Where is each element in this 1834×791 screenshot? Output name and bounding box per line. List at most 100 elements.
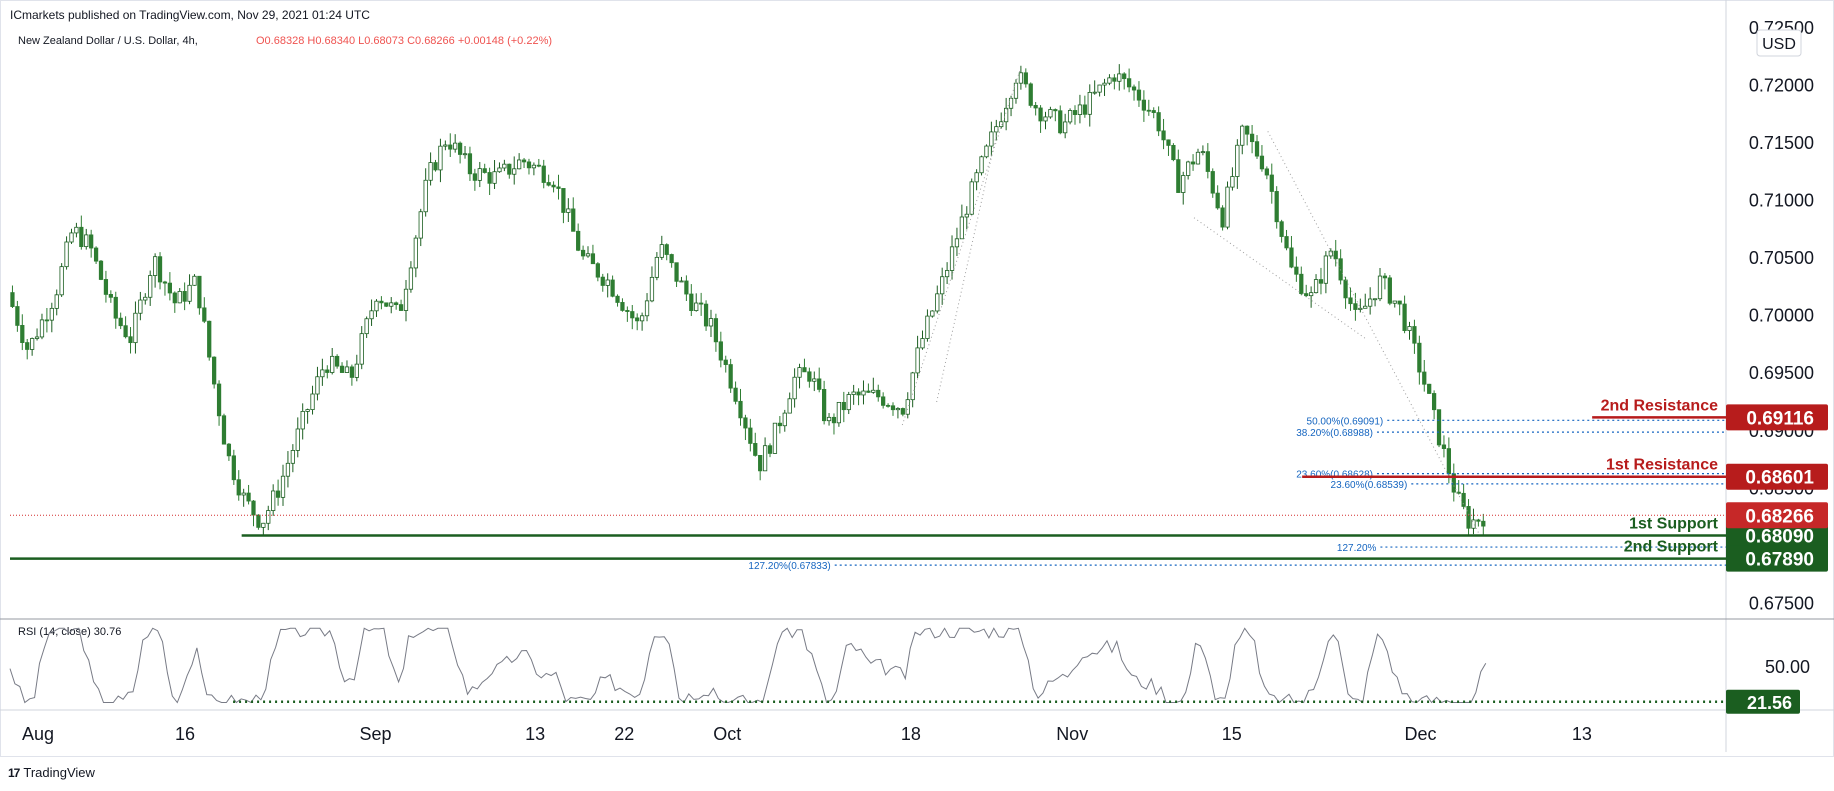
candle-body [93,247,99,262]
candle-body [1102,82,1107,86]
candle-body [364,318,369,335]
candle-body [1377,275,1383,300]
candle-body [1082,104,1087,115]
instrument-label: New Zealand Dollar / U.S. Dollar, 4h, [18,35,198,47]
candle-body [1476,519,1481,522]
candle-body [1363,305,1368,309]
candle-body [256,514,261,528]
candle-body [812,378,817,382]
candle-body [689,293,694,311]
candle-body [703,303,709,327]
candle-body [590,253,596,265]
candle-body [335,355,340,367]
candle-body [108,294,113,298]
candle-body [10,292,15,307]
candle-body [59,266,64,296]
candle-body [462,153,468,156]
candle-body [310,393,315,410]
candle-body [1323,255,1329,284]
candle-body [1304,293,1309,297]
candle-body [841,401,846,411]
candle-body [900,408,905,415]
candle-body [895,408,901,411]
footer-branding: 17 TradingView [8,765,95,780]
candle-body [1151,110,1156,113]
candle-body [507,163,512,175]
candle-body [669,254,674,264]
candle-body [379,300,384,304]
candle-body [1240,125,1245,146]
candle-body [280,475,286,498]
candle-body [148,275,153,298]
candle-body [1053,109,1058,112]
candle-body [1161,130,1166,141]
rsi-level-value: 21.56 [1747,693,1792,713]
candle-body [1008,97,1014,109]
candle-body [394,302,399,306]
currency-box[interactable] [1756,29,1802,57]
candle-body [1436,409,1442,446]
candle-body [649,276,655,302]
candle-body [694,302,699,311]
candle-body [767,445,773,454]
candle-body [1299,273,1304,294]
candle-body [231,455,236,481]
candle-body [1028,83,1033,106]
candle-body [1092,91,1097,94]
candle-body [797,367,802,378]
candle-body [664,244,669,255]
candle-body [984,145,989,158]
candle-body [128,336,133,344]
candle-body [644,300,650,317]
candle-body [1097,84,1102,93]
candle-body [994,126,999,133]
candle-body [954,238,960,248]
candle-body [98,260,104,280]
candle-body [758,455,763,472]
candle-body [482,168,487,173]
candle-body [1122,73,1127,80]
candle-body [359,333,364,365]
candle-body [1225,186,1230,228]
candle-body [1058,110,1063,134]
candle-body [1013,82,1019,99]
candle-body [457,142,463,155]
candle-body [1328,250,1333,257]
candle-body [930,310,935,317]
candle-body [1112,77,1117,82]
price-tick-label: 0.70000 [1749,306,1814,326]
candle-body [89,234,94,249]
candle-body [118,317,123,327]
level-name-label: 1st Support [1629,516,1719,533]
current-price-value: 0.68266 [1745,506,1814,527]
candle-body [890,405,896,411]
candle-body [271,490,276,511]
candle-body [561,188,566,213]
candle-body [915,347,920,374]
time-tick-label: Aug [22,724,54,744]
publisher-text: ICmarkets published on TradingView.com, … [10,8,370,22]
candle-body [1259,155,1265,170]
candle-body [871,389,876,393]
candle-body [1131,86,1137,91]
candle-body [910,372,915,401]
candle-body [905,399,910,415]
candle-body [1136,89,1142,101]
candle-body [541,165,546,183]
candle-body [1431,393,1437,411]
candle-body [54,294,59,309]
candle-body [1318,279,1324,284]
candle-body [1087,92,1092,115]
candle-body [241,492,246,496]
candle-body [556,186,561,189]
level-name-label: 2nd Support [1624,539,1719,556]
tradingview-logo-icon: 17 [8,765,20,780]
candle-body [718,341,723,361]
candle-body [1245,125,1250,135]
candle-body [610,279,615,297]
candle-body [826,416,832,422]
tradingview-brand[interactable]: TradingView [23,765,95,780]
candle-body [1427,383,1432,394]
candle-body [1117,73,1122,82]
